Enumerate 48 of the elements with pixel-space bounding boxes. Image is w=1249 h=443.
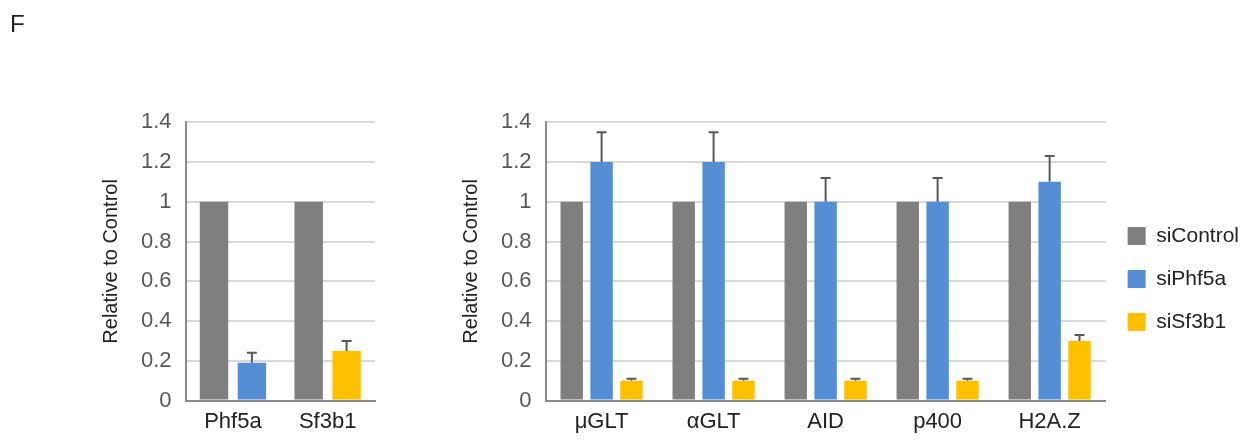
y-tick-label: 0.8	[140, 227, 172, 253]
text: F	[10, 10, 25, 38]
x-tick-label: Phf5a	[204, 407, 263, 433]
x-tick-label: AID	[807, 407, 844, 433]
y-tick-label: 0.6	[500, 267, 532, 293]
y-tick-label: 1.4	[500, 108, 532, 134]
y-tick-label: 1.4	[140, 108, 172, 134]
bar	[844, 380, 867, 400]
bar	[332, 350, 361, 400]
legend-label: siPhf5a	[1156, 265, 1227, 289]
bar	[732, 380, 755, 400]
x-tick-label: αGLT	[686, 407, 741, 433]
y-tick-label: 0.8	[500, 227, 532, 253]
x-tick-label: p400	[913, 407, 963, 433]
bar	[956, 380, 979, 400]
bar	[1068, 340, 1091, 400]
legend-label: siControl	[1156, 222, 1240, 246]
bar	[672, 201, 695, 400]
bar	[560, 201, 583, 400]
bar	[784, 201, 807, 400]
x-tick-label: Sf3b1	[298, 407, 357, 433]
bar	[702, 161, 725, 400]
bar	[199, 201, 229, 400]
bar	[1038, 181, 1061, 400]
y-tick-label: 1	[159, 187, 172, 213]
bar	[1008, 201, 1031, 400]
y-axis-title: Relative to Control	[98, 179, 121, 344]
x-tick-label: H2A.Z	[1018, 407, 1081, 433]
legend-label: siSf3b1	[1156, 308, 1227, 332]
bar	[926, 201, 949, 400]
x-tick-label: μGLT	[574, 407, 629, 433]
y-tick-label: 0.4	[140, 307, 172, 333]
y-tick-label: 0.2	[140, 346, 172, 372]
y-tick-label: 0	[159, 386, 172, 412]
bar	[814, 201, 837, 400]
bar	[294, 201, 323, 400]
y-tick-label: 0.2	[500, 346, 532, 372]
y-tick-label: 1.2	[500, 148, 532, 174]
y-tick-label: 0	[519, 386, 532, 412]
y-tick-label: 1	[519, 187, 532, 213]
bar	[237, 362, 267, 400]
bar	[620, 380, 643, 400]
bar	[896, 201, 919, 400]
y-tick-label: 0.6	[140, 267, 172, 293]
y-axis-title: Relative to Control	[458, 179, 481, 344]
y-tick-label: 0.4	[500, 307, 532, 333]
y-tick-label: 1.2	[140, 148, 172, 174]
bar	[590, 161, 613, 400]
